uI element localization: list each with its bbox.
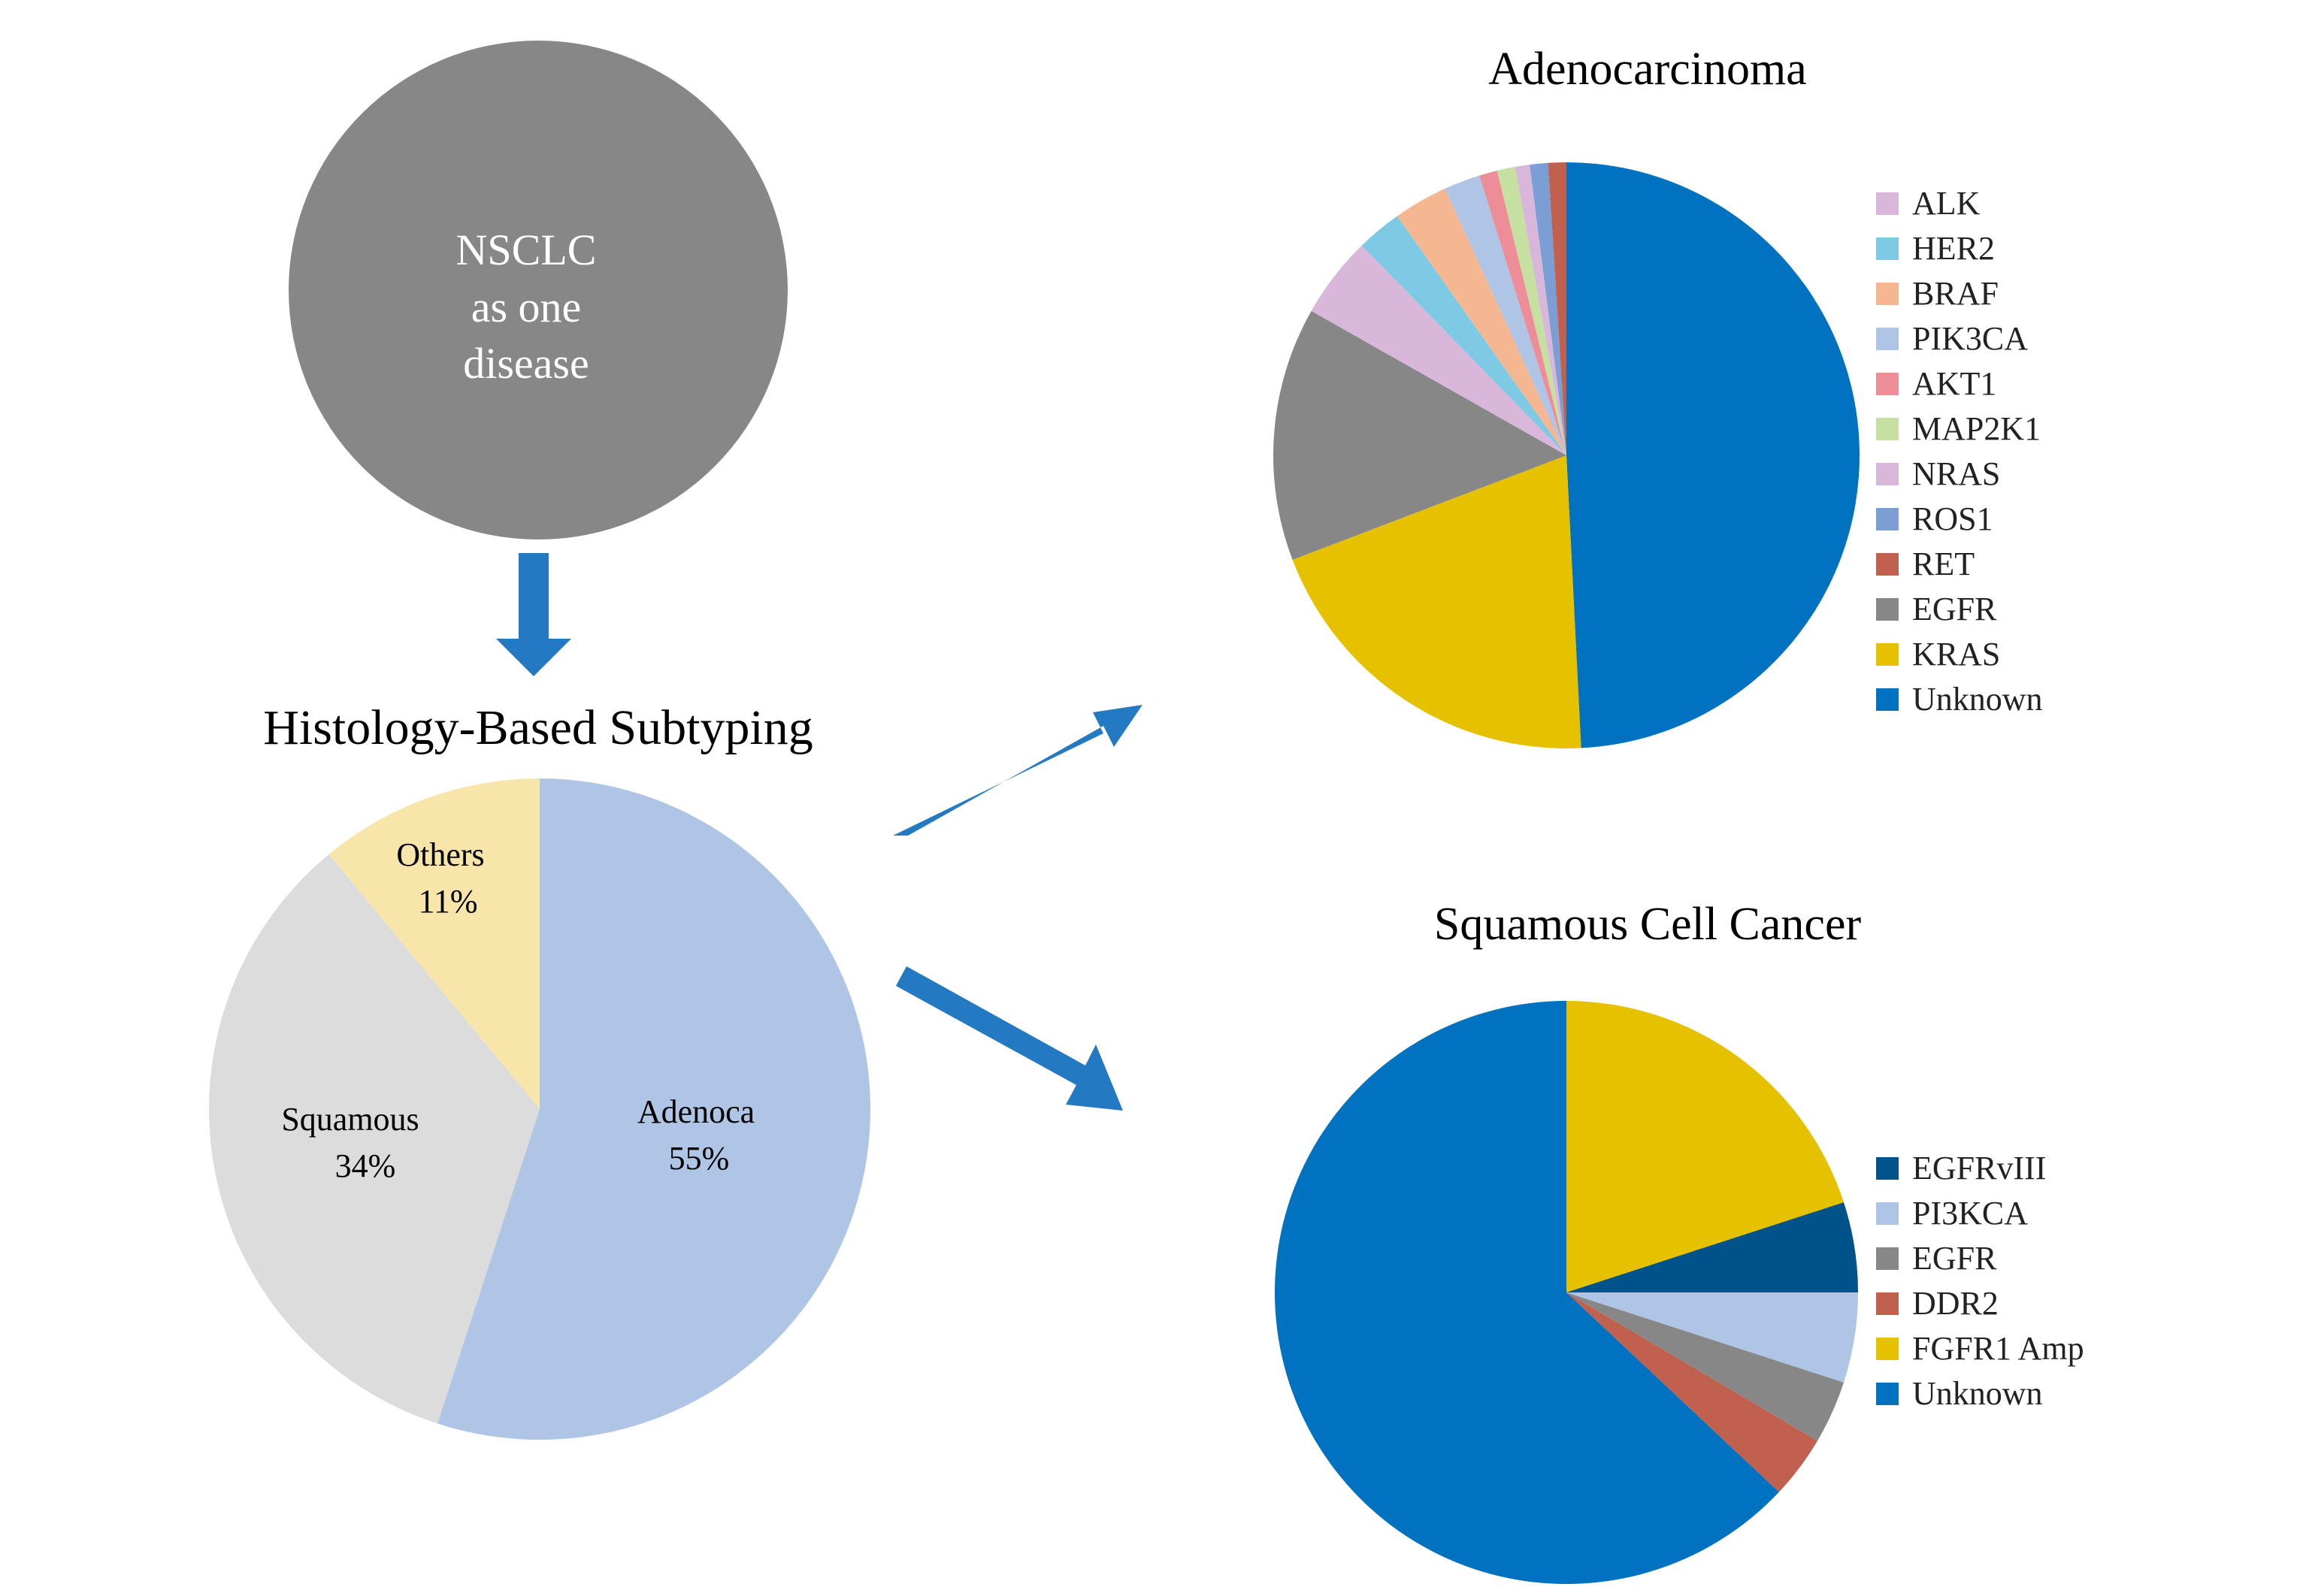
adenocarcinoma-legend-swatch-nras xyxy=(1876,463,1899,485)
histology-slice-squamous xyxy=(209,854,540,1424)
arrow-to-squamous xyxy=(896,966,1123,1111)
adenocarcinoma-legend-label-nras: NRAS xyxy=(1912,455,2000,492)
adenocarcinoma-legend-label-map2k1: MAP2K1 xyxy=(1912,410,2041,447)
squamous-legend-swatch-unknown xyxy=(1876,1383,1899,1405)
adenocarcinoma-legend-swatch-braf xyxy=(1876,283,1899,305)
squamous-slice-fgfr1-amp xyxy=(1566,1000,1845,1292)
adenoca-label: Adenoca xyxy=(637,1093,755,1130)
squamous-legend-label-ddr2: DDR2 xyxy=(1912,1285,1999,1322)
adenocarcinoma-slice-map2k1 xyxy=(1497,167,1566,456)
adenocarcinoma-legend: ALK HER2 BRAF PIK3CA AKT1 MAP2K1 NRAS ROS1 RET EG… xyxy=(1876,185,2043,718)
nsclc-label-line-3: disease xyxy=(463,339,589,388)
squamous-label: Squamous xyxy=(281,1101,419,1138)
adenoca-pct: 55% xyxy=(669,1140,730,1177)
adenocarcinoma-legend-label-unknown: Unknown xyxy=(1912,681,2043,718)
adenocarcinoma-legend-label-alk: ALK xyxy=(1912,185,1981,222)
nsclc-label-line-2: as one xyxy=(471,283,582,331)
adenocarcinoma-slice-pik3ca xyxy=(1445,175,1566,455)
histology-pie xyxy=(209,778,871,1440)
nsclc-label-line-1: NSCLC xyxy=(456,225,597,274)
adenocarcinoma-slice-akt1 xyxy=(1479,171,1566,455)
adenocarcinoma-legend-label-akt1: AKT1 xyxy=(1912,365,1996,402)
adenocarcinoma-legend-label-braf: BRAF xyxy=(1912,275,1999,312)
nsclc-node: NSCLC as one disease xyxy=(289,41,788,540)
adenocarcinoma-legend-label-ros1: ROS1 xyxy=(1912,500,1993,537)
adenocarcinoma-slice-egfr xyxy=(1273,310,1566,561)
others-label: Others xyxy=(396,836,484,873)
nsclc-circle xyxy=(289,41,788,540)
adenocarcinoma-legend-label-pik3ca: PIK3CA xyxy=(1912,320,2028,357)
squamous-legend-swatch-egfr xyxy=(1876,1247,1899,1270)
adenocarcinoma-slice-kras xyxy=(1292,455,1581,748)
adenocarcinoma-legend-label-kras: KRAS xyxy=(1912,636,2000,673)
squamous-slice-unknown xyxy=(1274,1001,1779,1584)
adenocarcinoma-legend-swatch-her2 xyxy=(1876,237,1899,260)
adenocarcinoma-chart: Adenocarcinoma ALK HER2 BRAF PIK3CA AKT1 MAP2… xyxy=(1273,44,2043,748)
adenocarcinoma-slice-ros1 xyxy=(1530,162,1566,455)
squamous-legend-swatch-egfrviii xyxy=(1876,1157,1899,1180)
squamous-legend-swatch-pi3kca xyxy=(1876,1202,1899,1225)
squamous-slice-egfrviii xyxy=(1566,1202,1858,1292)
histology-title: Histology-Based Subtyping xyxy=(263,700,813,755)
squamous-pct: 34% xyxy=(335,1147,396,1184)
histology-slice-adenoca xyxy=(437,778,871,1440)
adenocarcinoma-legend-swatch-egfr xyxy=(1876,598,1899,621)
adenocarcinoma-legend-label-ret: RET xyxy=(1912,546,1975,582)
squamous-slice-pi3kca xyxy=(1566,1292,1858,1383)
squamous-chart: Squamous Cell Cancer EGFRvIII PI3KCA EGFR D… xyxy=(1274,899,2084,1584)
adenocarcinoma-legend-swatch-alk xyxy=(1876,192,1899,215)
adenocarcinoma-pie xyxy=(1273,162,1860,748)
adenocarcinoma-legend-swatch-pik3ca xyxy=(1876,328,1899,350)
down-arrow xyxy=(496,553,571,676)
adenocarcinoma-title: Adenocarcinoma xyxy=(1488,44,1806,95)
arrow-to-adenocarcinoma xyxy=(893,705,1142,836)
adenocarcinoma-slice-unknown xyxy=(1566,162,1860,748)
adenocarcinoma-slice-alk xyxy=(1311,245,1566,455)
adenocarcinoma-legend-swatch-kras xyxy=(1876,643,1899,666)
squamous-pie xyxy=(1274,1000,1858,1584)
squamous-legend: EGFRvIII PI3KCA EGFR DDR2 FGFR1 Amp Unknown xyxy=(1876,1150,2084,1412)
squamous-legend-label-fgfr1-amp: FGFR1 Amp xyxy=(1912,1330,2084,1367)
squamous-legend-label-pi3kca: PI3KCA xyxy=(1912,1195,2028,1232)
squamous-legend-label-unknown: Unknown xyxy=(1912,1375,2043,1412)
adenocarcinoma-slice-her2 xyxy=(1361,216,1566,455)
squamous-legend-label-egfrviii: EGFRvIII xyxy=(1912,1150,2046,1186)
adenocarcinoma-slice-nras xyxy=(1515,165,1566,456)
others-pct: 11% xyxy=(418,883,477,920)
adenocarcinoma-slice-braf xyxy=(1397,189,1566,456)
adenocarcinoma-legend-swatch-map2k1 xyxy=(1876,418,1899,440)
adenocarcinoma-legend-label-egfr: EGFR xyxy=(1912,591,1997,627)
adenocarcinoma-legend-swatch-ret xyxy=(1876,553,1899,576)
squamous-slice-egfr xyxy=(1566,1292,1845,1441)
histology-chart: Histology-Based Subtyping Adenoca 55% Sq… xyxy=(209,700,871,1440)
squamous-legend-label-egfr: EGFR xyxy=(1912,1240,1997,1277)
adenocarcinoma-legend-swatch-akt1 xyxy=(1876,373,1899,395)
adenocarcinoma-legend-label-her2: HER2 xyxy=(1912,230,1995,267)
adenocarcinoma-slice-ret xyxy=(1548,162,1566,455)
squamous-legend-swatch-fgfr1-amp xyxy=(1876,1338,1899,1360)
squamous-slice-ddr2 xyxy=(1566,1292,1817,1492)
adenocarcinoma-legend-swatch-unknown xyxy=(1876,688,1899,711)
squamous-title: Squamous Cell Cancer xyxy=(1434,899,1862,950)
histology-slice-others xyxy=(328,778,540,1109)
squamous-legend-swatch-ddr2 xyxy=(1876,1292,1899,1315)
adenocarcinoma-legend-swatch-ros1 xyxy=(1876,508,1899,530)
